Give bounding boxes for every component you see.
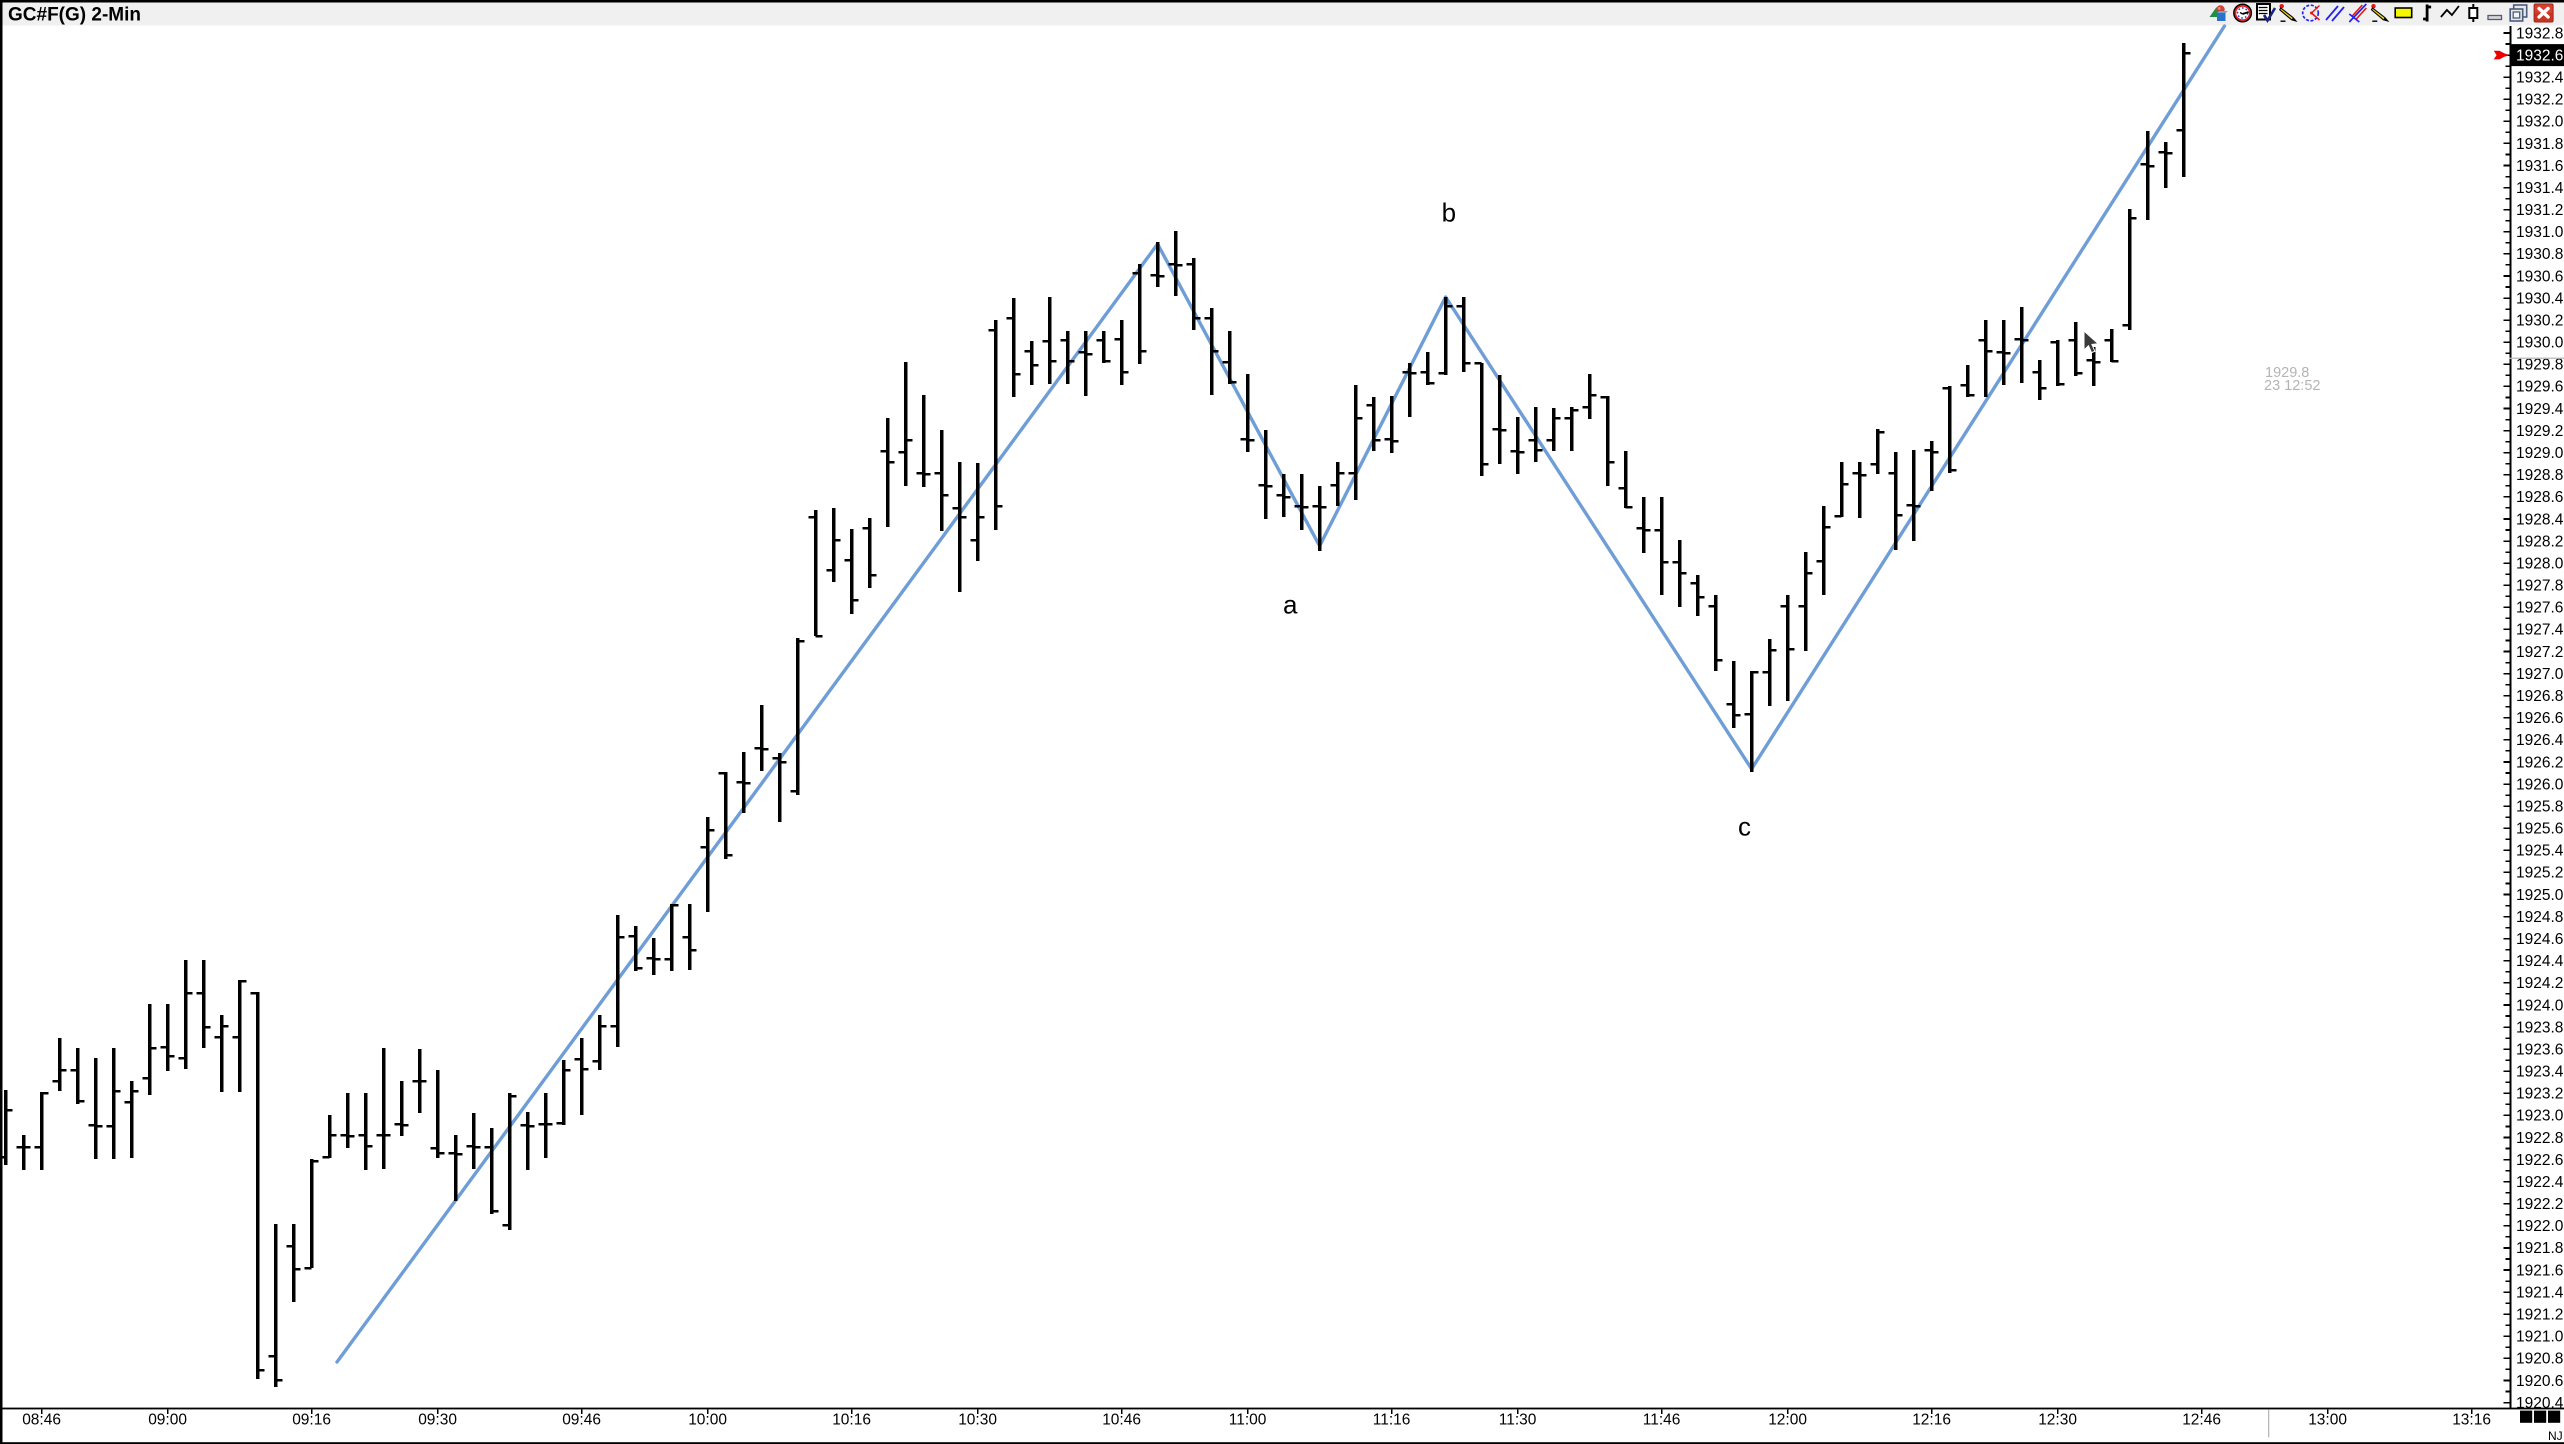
svg-text:1929.4: 1929.4 bbox=[2516, 401, 2564, 418]
svg-text:1924.4: 1924.4 bbox=[2516, 953, 2564, 970]
svg-text:12:00: 12:00 bbox=[1768, 1412, 1807, 1429]
svg-text:1930.4: 1930.4 bbox=[2516, 290, 2564, 307]
svg-text:1930.2: 1930.2 bbox=[2516, 313, 2563, 330]
svg-text:1922.4: 1922.4 bbox=[2516, 1174, 2564, 1191]
svg-text:1924.6: 1924.6 bbox=[2516, 931, 2563, 948]
svg-text:10:30: 10:30 bbox=[958, 1412, 997, 1429]
svg-text:1927.0: 1927.0 bbox=[2516, 666, 2564, 683]
svg-text:1923.8: 1923.8 bbox=[2516, 1019, 2563, 1036]
svg-text:1931.6: 1931.6 bbox=[2516, 158, 2563, 175]
svg-text:1927.6: 1927.6 bbox=[2516, 600, 2563, 617]
svg-text:1931.0: 1931.0 bbox=[2516, 224, 2564, 241]
svg-text:12:30: 12:30 bbox=[2038, 1412, 2077, 1429]
svg-text:23 12:52: 23 12:52 bbox=[2264, 378, 2320, 394]
svg-text:10:16: 10:16 bbox=[832, 1412, 871, 1429]
svg-text:12:46: 12:46 bbox=[2182, 1412, 2221, 1429]
svg-text:1926.0: 1926.0 bbox=[2516, 776, 2564, 793]
svg-text:NJ: NJ bbox=[2548, 1429, 2563, 1443]
svg-text:1927.8: 1927.8 bbox=[2516, 578, 2563, 595]
svg-text:11:16: 11:16 bbox=[1373, 1412, 1411, 1429]
svg-text:09:00: 09:00 bbox=[148, 1412, 187, 1429]
svg-text:1929.0: 1929.0 bbox=[2516, 445, 2564, 462]
svg-text:1925.8: 1925.8 bbox=[2516, 798, 2563, 815]
svg-text:1928.4: 1928.4 bbox=[2516, 511, 2564, 528]
svg-text:1926.4: 1926.4 bbox=[2516, 732, 2564, 749]
svg-text:1923.6: 1923.6 bbox=[2516, 1041, 2563, 1058]
svg-text:1926.6: 1926.6 bbox=[2516, 710, 2563, 727]
svg-text:GC#F(G) 2-Min: GC#F(G) 2-Min bbox=[8, 5, 141, 26]
svg-text:1930.6: 1930.6 bbox=[2516, 268, 2563, 285]
svg-text:1923.2: 1923.2 bbox=[2516, 1086, 2563, 1103]
svg-text:13:00: 13:00 bbox=[2308, 1412, 2347, 1429]
svg-text:1929.8: 1929.8 bbox=[2265, 365, 2309, 381]
svg-text:11:30: 11:30 bbox=[1499, 1412, 1537, 1429]
svg-text:1921.8: 1921.8 bbox=[2516, 1240, 2563, 1257]
svg-text:1926.2: 1926.2 bbox=[2516, 754, 2563, 771]
svg-text:1922.8: 1922.8 bbox=[2516, 1130, 2563, 1147]
svg-text:1921.6: 1921.6 bbox=[2516, 1262, 2563, 1279]
svg-text:1932.4: 1932.4 bbox=[2516, 70, 2564, 87]
svg-text:11:46: 11:46 bbox=[1643, 1412, 1681, 1429]
svg-text:13:16: 13:16 bbox=[2452, 1412, 2491, 1429]
svg-text:1930.0: 1930.0 bbox=[2516, 335, 2564, 352]
svg-text:1923.4: 1923.4 bbox=[2516, 1064, 2564, 1081]
svg-text:1930.8: 1930.8 bbox=[2516, 246, 2563, 263]
svg-text:12:16: 12:16 bbox=[1912, 1412, 1951, 1429]
svg-text:1932.0: 1932.0 bbox=[2516, 114, 2564, 131]
svg-text:1926.8: 1926.8 bbox=[2516, 688, 2563, 705]
svg-text:1925.2: 1925.2 bbox=[2516, 865, 2563, 882]
svg-text:09:30: 09:30 bbox=[418, 1412, 457, 1429]
svg-text:09:16: 09:16 bbox=[292, 1412, 331, 1429]
svg-text:1922.6: 1922.6 bbox=[2516, 1152, 2563, 1169]
svg-text:09:46: 09:46 bbox=[562, 1412, 601, 1429]
svg-text:1927.4: 1927.4 bbox=[2516, 622, 2564, 639]
svg-text:b: b bbox=[1442, 198, 1456, 228]
svg-text:1932.6: 1932.6 bbox=[2516, 47, 2563, 64]
svg-text:1931.4: 1931.4 bbox=[2516, 180, 2564, 197]
svg-text:a: a bbox=[1283, 590, 1298, 620]
svg-text:1924.2: 1924.2 bbox=[2516, 975, 2563, 992]
svg-text:1929.8: 1929.8 bbox=[2516, 357, 2563, 374]
svg-text:1925.0: 1925.0 bbox=[2516, 887, 2564, 904]
svg-text:1932.2: 1932.2 bbox=[2516, 92, 2563, 109]
svg-text:1920.6: 1920.6 bbox=[2516, 1373, 2563, 1390]
svg-text:10:46: 10:46 bbox=[1102, 1412, 1141, 1429]
svg-text:1925.4: 1925.4 bbox=[2516, 843, 2564, 860]
svg-text:1920.8: 1920.8 bbox=[2516, 1351, 2563, 1368]
svg-text:1929.2: 1929.2 bbox=[2516, 423, 2563, 440]
svg-text:1921.0: 1921.0 bbox=[2516, 1329, 2564, 1346]
svg-text:1922.2: 1922.2 bbox=[2516, 1196, 2563, 1213]
svg-text:1929.6: 1929.6 bbox=[2516, 379, 2563, 396]
svg-text:1922.0: 1922.0 bbox=[2516, 1218, 2564, 1235]
svg-text:1928.8: 1928.8 bbox=[2516, 467, 2563, 484]
svg-text:c: c bbox=[1738, 812, 1751, 842]
svg-text:11:00: 11:00 bbox=[1229, 1412, 1267, 1429]
svg-text:1921.4: 1921.4 bbox=[2516, 1284, 2564, 1301]
svg-text:1925.6: 1925.6 bbox=[2516, 821, 2563, 838]
svg-text:1924.0: 1924.0 bbox=[2516, 997, 2564, 1014]
svg-text:1928.6: 1928.6 bbox=[2516, 489, 2563, 506]
svg-text:1921.2: 1921.2 bbox=[2516, 1307, 2563, 1324]
svg-text:1931.8: 1931.8 bbox=[2516, 136, 2563, 153]
svg-text:1931.2: 1931.2 bbox=[2516, 202, 2563, 219]
svg-text:1923.0: 1923.0 bbox=[2516, 1108, 2564, 1125]
svg-text:1928.0: 1928.0 bbox=[2516, 556, 2564, 573]
svg-text:1932.8: 1932.8 bbox=[2516, 25, 2563, 42]
svg-text:1924.8: 1924.8 bbox=[2516, 909, 2563, 926]
svg-text:1927.2: 1927.2 bbox=[2516, 644, 2563, 661]
svg-text:10:00: 10:00 bbox=[688, 1412, 727, 1429]
svg-text:1928.2: 1928.2 bbox=[2516, 533, 2563, 550]
svg-text:08:46: 08:46 bbox=[22, 1412, 61, 1429]
